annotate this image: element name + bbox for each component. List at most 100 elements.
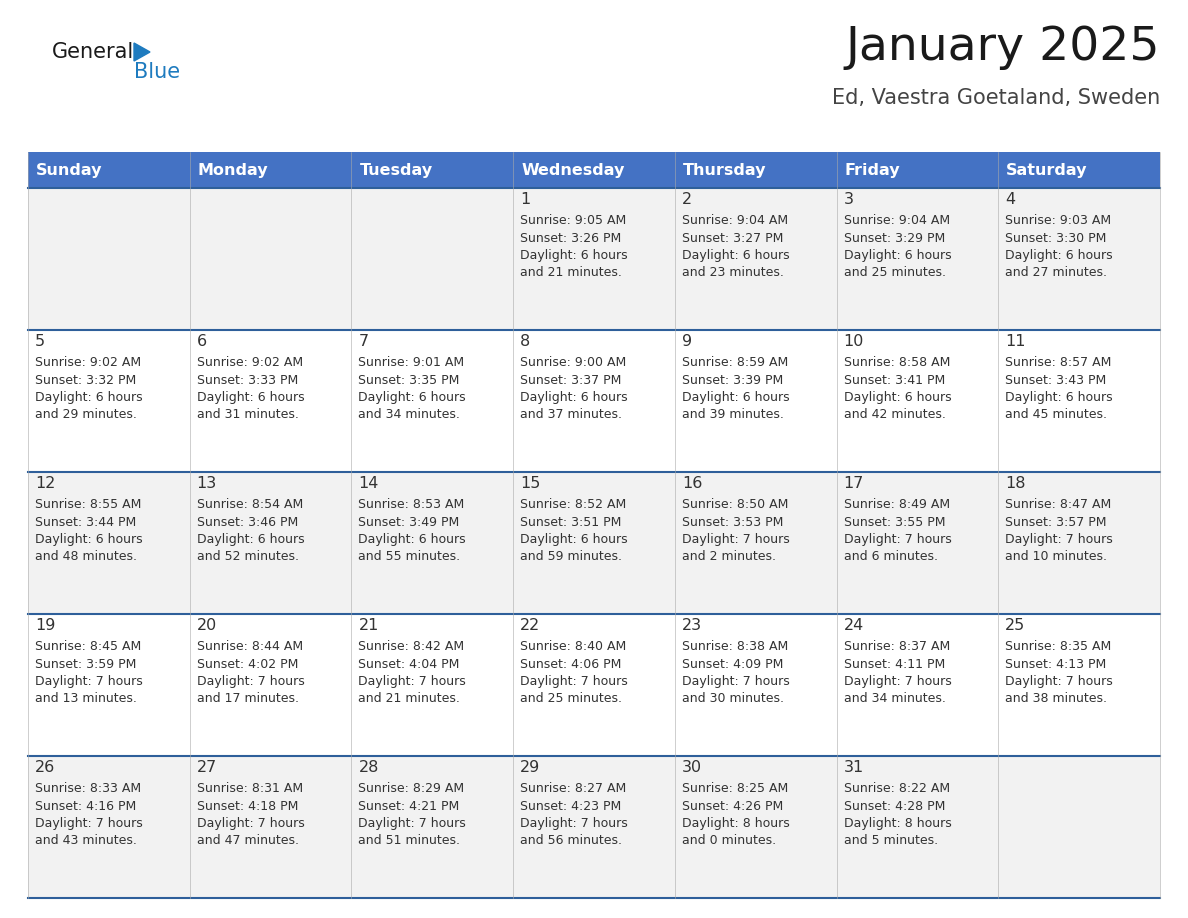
Text: Daylight: 7 hours: Daylight: 7 hours xyxy=(359,818,466,831)
Text: and 25 minutes.: and 25 minutes. xyxy=(843,266,946,279)
Text: Daylight: 6 hours: Daylight: 6 hours xyxy=(1005,391,1113,405)
Text: Sunrise: 8:47 AM: Sunrise: 8:47 AM xyxy=(1005,498,1112,510)
Text: Daylight: 6 hours: Daylight: 6 hours xyxy=(359,533,466,546)
Text: Sunrise: 8:58 AM: Sunrise: 8:58 AM xyxy=(843,355,950,368)
Text: Daylight: 6 hours: Daylight: 6 hours xyxy=(34,533,143,546)
Text: Sunset: 3:39 PM: Sunset: 3:39 PM xyxy=(682,374,783,386)
Text: and 37 minutes.: and 37 minutes. xyxy=(520,409,623,421)
Text: and 48 minutes.: and 48 minutes. xyxy=(34,551,137,564)
Text: Sunrise: 9:03 AM: Sunrise: 9:03 AM xyxy=(1005,214,1112,227)
Text: Sunset: 3:55 PM: Sunset: 3:55 PM xyxy=(843,516,946,529)
Text: and 55 minutes.: and 55 minutes. xyxy=(359,551,461,564)
Text: Sunset: 4:18 PM: Sunset: 4:18 PM xyxy=(197,800,298,812)
Text: Sunrise: 8:53 AM: Sunrise: 8:53 AM xyxy=(359,498,465,510)
Text: Sunrise: 8:25 AM: Sunrise: 8:25 AM xyxy=(682,781,788,794)
Text: Sunday: Sunday xyxy=(36,162,102,177)
Text: and 43 minutes.: and 43 minutes. xyxy=(34,834,137,847)
Text: and 6 minutes.: and 6 minutes. xyxy=(843,551,937,564)
Text: 28: 28 xyxy=(359,760,379,776)
Text: Daylight: 6 hours: Daylight: 6 hours xyxy=(520,533,627,546)
Text: 9: 9 xyxy=(682,334,691,350)
Text: Blue: Blue xyxy=(134,62,181,82)
Text: January 2025: January 2025 xyxy=(846,26,1159,71)
Text: Daylight: 6 hours: Daylight: 6 hours xyxy=(1005,250,1113,263)
Bar xyxy=(29,472,1159,614)
Text: and 17 minutes.: and 17 minutes. xyxy=(197,692,298,706)
Text: Daylight: 7 hours: Daylight: 7 hours xyxy=(34,676,143,688)
Text: Daylight: 7 hours: Daylight: 7 hours xyxy=(359,676,466,688)
Text: and 0 minutes.: and 0 minutes. xyxy=(682,834,776,847)
Text: Sunset: 4:21 PM: Sunset: 4:21 PM xyxy=(359,800,460,812)
Text: Daylight: 6 hours: Daylight: 6 hours xyxy=(843,391,952,405)
Text: Daylight: 7 hours: Daylight: 7 hours xyxy=(682,533,790,546)
Text: Tuesday: Tuesday xyxy=(360,162,432,177)
Text: Sunrise: 8:59 AM: Sunrise: 8:59 AM xyxy=(682,355,788,368)
Text: 1: 1 xyxy=(520,193,530,207)
Text: Sunset: 3:43 PM: Sunset: 3:43 PM xyxy=(1005,374,1106,386)
Text: 27: 27 xyxy=(197,760,217,776)
Text: 18: 18 xyxy=(1005,476,1025,491)
Text: Sunrise: 8:33 AM: Sunrise: 8:33 AM xyxy=(34,781,141,794)
Text: 13: 13 xyxy=(197,476,217,491)
Text: and 25 minutes.: and 25 minutes. xyxy=(520,692,623,706)
Text: Sunset: 3:51 PM: Sunset: 3:51 PM xyxy=(520,516,621,529)
Text: Sunrise: 8:40 AM: Sunrise: 8:40 AM xyxy=(520,640,626,653)
Text: Daylight: 7 hours: Daylight: 7 hours xyxy=(843,676,952,688)
Text: 15: 15 xyxy=(520,476,541,491)
Text: Daylight: 6 hours: Daylight: 6 hours xyxy=(520,391,627,405)
Text: Sunrise: 9:00 AM: Sunrise: 9:00 AM xyxy=(520,355,626,368)
Text: Sunrise: 8:38 AM: Sunrise: 8:38 AM xyxy=(682,640,788,653)
Text: Daylight: 6 hours: Daylight: 6 hours xyxy=(34,391,143,405)
Text: and 42 minutes.: and 42 minutes. xyxy=(843,409,946,421)
Text: and 31 minutes.: and 31 minutes. xyxy=(197,409,298,421)
Text: 26: 26 xyxy=(34,760,56,776)
Text: 8: 8 xyxy=(520,334,530,350)
Text: and 21 minutes.: and 21 minutes. xyxy=(520,266,623,279)
Text: 30: 30 xyxy=(682,760,702,776)
Text: Ed, Vaestra Goetaland, Sweden: Ed, Vaestra Goetaland, Sweden xyxy=(832,88,1159,108)
Text: Sunrise: 8:55 AM: Sunrise: 8:55 AM xyxy=(34,498,141,510)
Text: 31: 31 xyxy=(843,760,864,776)
Text: Sunset: 3:41 PM: Sunset: 3:41 PM xyxy=(843,374,944,386)
Text: and 34 minutes.: and 34 minutes. xyxy=(843,692,946,706)
Text: Sunset: 3:59 PM: Sunset: 3:59 PM xyxy=(34,657,137,670)
Text: Sunrise: 8:54 AM: Sunrise: 8:54 AM xyxy=(197,498,303,510)
Text: Sunrise: 8:35 AM: Sunrise: 8:35 AM xyxy=(1005,640,1112,653)
Text: Sunrise: 9:04 AM: Sunrise: 9:04 AM xyxy=(843,214,949,227)
Text: 19: 19 xyxy=(34,619,56,633)
Text: and 47 minutes.: and 47 minutes. xyxy=(197,834,298,847)
Text: 7: 7 xyxy=(359,334,368,350)
Text: Sunrise: 8:31 AM: Sunrise: 8:31 AM xyxy=(197,781,303,794)
Text: Daylight: 6 hours: Daylight: 6 hours xyxy=(843,250,952,263)
Text: Sunset: 4:26 PM: Sunset: 4:26 PM xyxy=(682,800,783,812)
Text: Sunrise: 8:44 AM: Sunrise: 8:44 AM xyxy=(197,640,303,653)
Text: Sunset: 4:28 PM: Sunset: 4:28 PM xyxy=(843,800,944,812)
Text: 14: 14 xyxy=(359,476,379,491)
Text: 2: 2 xyxy=(682,193,691,207)
Text: Sunrise: 8:50 AM: Sunrise: 8:50 AM xyxy=(682,498,788,510)
Text: and 51 minutes.: and 51 minutes. xyxy=(359,834,461,847)
Text: Sunrise: 8:49 AM: Sunrise: 8:49 AM xyxy=(843,498,949,510)
Text: Sunset: 4:06 PM: Sunset: 4:06 PM xyxy=(520,657,621,670)
Text: General: General xyxy=(52,42,134,62)
Text: Sunset: 4:16 PM: Sunset: 4:16 PM xyxy=(34,800,137,812)
Text: Sunset: 3:30 PM: Sunset: 3:30 PM xyxy=(1005,231,1107,244)
Text: Daylight: 7 hours: Daylight: 7 hours xyxy=(520,818,628,831)
Text: Daylight: 6 hours: Daylight: 6 hours xyxy=(359,391,466,405)
Text: Saturday: Saturday xyxy=(1006,162,1088,177)
Text: Daylight: 7 hours: Daylight: 7 hours xyxy=(197,818,304,831)
Text: Sunset: 3:57 PM: Sunset: 3:57 PM xyxy=(1005,516,1107,529)
Text: Sunset: 4:09 PM: Sunset: 4:09 PM xyxy=(682,657,783,670)
Text: and 10 minutes.: and 10 minutes. xyxy=(1005,551,1107,564)
Text: Sunrise: 8:37 AM: Sunrise: 8:37 AM xyxy=(843,640,950,653)
Bar xyxy=(29,152,1159,188)
Text: Friday: Friday xyxy=(845,162,901,177)
Text: Sunset: 4:11 PM: Sunset: 4:11 PM xyxy=(843,657,944,670)
Text: Sunset: 3:33 PM: Sunset: 3:33 PM xyxy=(197,374,298,386)
Text: 20: 20 xyxy=(197,619,217,633)
Text: 29: 29 xyxy=(520,760,541,776)
Text: Sunrise: 9:01 AM: Sunrise: 9:01 AM xyxy=(359,355,465,368)
Text: Sunset: 3:49 PM: Sunset: 3:49 PM xyxy=(359,516,460,529)
Text: Daylight: 8 hours: Daylight: 8 hours xyxy=(682,818,790,831)
Text: Daylight: 6 hours: Daylight: 6 hours xyxy=(197,391,304,405)
